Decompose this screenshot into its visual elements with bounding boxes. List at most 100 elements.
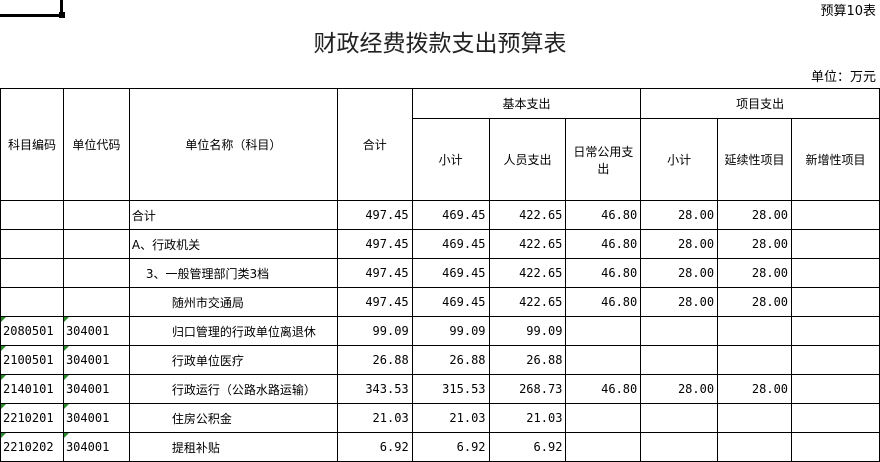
cell-personnel[interactable]: 422.65 — [488, 229, 567, 259]
cell-daily[interactable]: 46.80 — [565, 374, 642, 404]
cell-name[interactable]: 住房公积金 — [128, 403, 338, 433]
cell-code[interactable]: 2210201 — [0, 403, 64, 433]
cell-unit[interactable] — [62, 200, 130, 230]
header-new: 新增性项目 — [791, 118, 880, 201]
cell-new[interactable] — [791, 316, 880, 346]
cell-unit[interactable] — [62, 258, 130, 288]
cell-name[interactable]: 行政单位医疗 — [128, 345, 338, 375]
cell-total[interactable]: 26.88 — [336, 345, 413, 375]
cell-daily[interactable] — [565, 345, 642, 375]
cell-basic-sub[interactable]: 469.45 — [411, 287, 490, 317]
cell-personnel[interactable]: 268.73 — [488, 374, 567, 404]
cell-new[interactable] — [791, 200, 880, 230]
cell-daily[interactable]: 46.80 — [565, 200, 642, 230]
cell-continuing[interactable] — [717, 345, 793, 375]
cell-proj-sub[interactable] — [640, 316, 719, 346]
cell-proj-sub[interactable]: 28.00 — [640, 374, 719, 404]
cell-name[interactable]: 随州市交通局 — [128, 287, 338, 317]
cell-total[interactable]: 497.45 — [336, 229, 413, 259]
cell-total[interactable]: 497.45 — [336, 200, 413, 230]
cell-continuing[interactable]: 28.00 — [717, 200, 793, 230]
table-row: 2140101 304001 行政运行（公路水路运输） 343.53 315.53 268… — [0, 374, 880, 404]
cell-continuing[interactable]: 28.00 — [717, 258, 793, 288]
cell-code[interactable] — [0, 287, 64, 317]
cell-new[interactable] — [791, 258, 880, 288]
cell-continuing[interactable]: 28.00 — [717, 374, 793, 404]
header-total: 合计 — [336, 88, 413, 201]
header-project: 项目支出 — [640, 88, 880, 119]
cell-code[interactable]: 2080501 — [0, 316, 64, 346]
cell-selection-border[interactable] — [60, 0, 63, 17]
cell-personnel[interactable]: 6.92 — [488, 432, 567, 462]
cell-continuing[interactable]: 28.00 — [717, 287, 793, 317]
cell-unit[interactable] — [62, 287, 130, 317]
cell-proj-sub[interactable]: 28.00 — [640, 200, 719, 230]
cell-new[interactable] — [791, 287, 880, 317]
cell-proj-sub[interactable]: 28.00 — [640, 287, 719, 317]
cell-continuing[interactable]: 28.00 — [717, 229, 793, 259]
cell-name[interactable]: A、行政机关 — [128, 229, 338, 259]
cell-proj-sub[interactable] — [640, 403, 719, 433]
table-row: 随州市交通局 497.45 469.45 422.65 46.80 28.00 28.00 — [0, 287, 880, 317]
cell-basic-sub[interactable]: 469.45 — [411, 229, 490, 259]
cell-basic-sub[interactable]: 21.03 — [411, 403, 490, 433]
cell-name[interactable]: 归口管理的行政单位离退休 — [128, 316, 338, 346]
cell-personnel[interactable]: 99.09 — [488, 316, 567, 346]
cell-code[interactable]: 2100501 — [0, 345, 64, 375]
cell-new[interactable] — [791, 432, 880, 462]
cell-continuing[interactable] — [717, 432, 793, 462]
cell-code[interactable] — [0, 200, 64, 230]
cell-new[interactable] — [791, 345, 880, 375]
cell-unit[interactable]: 304001 — [62, 345, 130, 375]
cell-personnel[interactable]: 422.65 — [488, 287, 567, 317]
cell-daily[interactable]: 46.80 — [565, 287, 642, 317]
cell-total[interactable]: 99.09 — [336, 316, 413, 346]
cell-code[interactable]: 2140101 — [0, 374, 64, 404]
cell-proj-sub[interactable] — [640, 345, 719, 375]
cell-code[interactable] — [0, 258, 64, 288]
cell-code[interactable]: 2210202 — [0, 432, 64, 462]
cell-name[interactable]: 提租补贴 — [128, 432, 338, 462]
cell-personnel[interactable]: 26.88 — [488, 345, 567, 375]
cell-unit[interactable]: 304001 — [62, 316, 130, 346]
cell-new[interactable] — [791, 403, 880, 433]
cell-unit[interactable]: 304001 — [62, 403, 130, 433]
cell-unit[interactable]: 304001 — [62, 432, 130, 462]
cell-proj-sub[interactable]: 28.00 — [640, 229, 719, 259]
cell-total[interactable]: 343.53 — [336, 374, 413, 404]
cell-selection-border[interactable] — [0, 14, 62, 17]
cell-personnel[interactable]: 422.65 — [488, 200, 567, 230]
cell-basic-sub[interactable]: 26.88 — [411, 345, 490, 375]
cell-total[interactable]: 497.45 — [336, 258, 413, 288]
cell-personnel[interactable]: 21.03 — [488, 403, 567, 433]
cell-total[interactable]: 6.92 — [336, 432, 413, 462]
cell-total[interactable]: 497.45 — [336, 287, 413, 317]
cell-basic-sub[interactable]: 315.53 — [411, 374, 490, 404]
cell-personnel[interactable]: 422.65 — [488, 258, 567, 288]
cell-basic-sub[interactable]: 469.45 — [411, 258, 490, 288]
cell-name[interactable]: 行政运行（公路水路运输） — [128, 374, 338, 404]
cell-daily[interactable] — [565, 316, 642, 346]
cell-daily[interactable]: 46.80 — [565, 229, 642, 259]
cell-new[interactable] — [791, 229, 880, 259]
cell-unit[interactable]: 304001 — [62, 374, 130, 404]
fill-handle[interactable] — [59, 12, 65, 18]
cell-unit[interactable] — [62, 229, 130, 259]
cell-continuing[interactable] — [717, 316, 793, 346]
cell-code[interactable] — [0, 229, 64, 259]
cell-daily[interactable] — [565, 432, 642, 462]
cell-total[interactable]: 21.03 — [336, 403, 413, 433]
cell-daily[interactable]: 46.80 — [565, 258, 642, 288]
cell-basic-sub[interactable]: 469.45 — [411, 200, 490, 230]
header-subject-code: 科目编码 — [0, 88, 64, 201]
cell-proj-sub[interactable]: 28.00 — [640, 258, 719, 288]
cell-name[interactable]: 3、一般管理部门类3档 — [128, 258, 338, 288]
cell-basic-sub[interactable]: 99.09 — [411, 316, 490, 346]
cell-name[interactable]: 合计 — [128, 200, 338, 230]
cell-continuing[interactable] — [717, 403, 793, 433]
cell-daily[interactable] — [565, 403, 642, 433]
cell-basic-sub[interactable]: 6.92 — [411, 432, 490, 462]
cell-proj-sub[interactable] — [640, 432, 719, 462]
cell-new[interactable] — [791, 374, 880, 404]
